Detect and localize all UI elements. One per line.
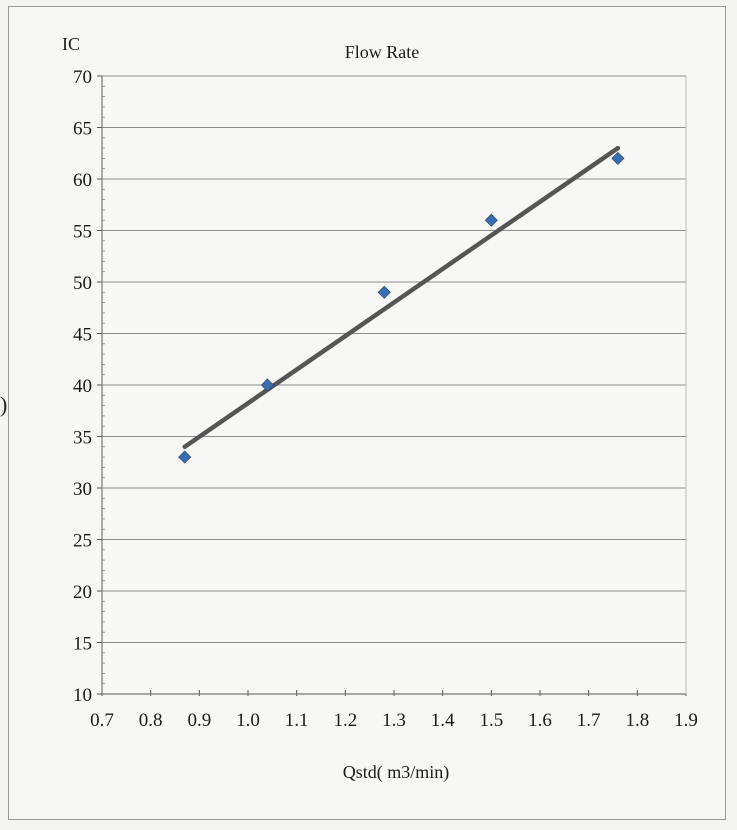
data-point <box>377 285 391 299</box>
y-tick-label: 60 <box>73 170 92 191</box>
y-tick-label: 15 <box>73 634 92 655</box>
trendline <box>182 145 621 450</box>
x-tick-label: 0.9 <box>187 710 211 731</box>
y-tick-label: 45 <box>73 325 92 346</box>
trendline-layer <box>182 145 621 450</box>
edge-bracket-mark: ) <box>0 392 8 417</box>
data-point <box>260 378 275 392</box>
x-tick-label: 1.4 <box>431 710 455 731</box>
y-tick-label: 65 <box>73 119 92 140</box>
y-axis-title: IC <box>62 34 80 54</box>
data-point <box>178 450 192 464</box>
x-tick-label: 1.9 <box>674 710 698 731</box>
x-axis-title: Qstd( m3/min) <box>343 762 450 783</box>
x-tick-label: 1.7 <box>577 710 601 731</box>
y-tick-label: 55 <box>73 222 92 243</box>
y-tick-label: 50 <box>73 273 92 294</box>
data-points <box>178 151 625 464</box>
y-tick-label: 30 <box>73 479 92 500</box>
y-tick-label: 35 <box>73 428 92 449</box>
gridlines <box>102 75 686 643</box>
y-tick-label: 10 <box>73 685 92 706</box>
data-point <box>484 213 498 227</box>
y-tick-label: 25 <box>73 531 92 552</box>
y-tick-label: 40 <box>73 376 92 397</box>
chart-title: Flow Rate <box>345 42 420 62</box>
tick-labels: 10 15 20 25 30 35 40 45 50 55 60 65 70 0.7 0.8 0.9 1.0 1.… <box>73 67 698 731</box>
x-tick-label: 1.6 <box>528 710 552 731</box>
chart-frame <box>8 6 726 820</box>
y-tick-label: 20 <box>73 582 92 603</box>
x-tick-label: 1.2 <box>333 710 357 731</box>
y-tick-label: 70 <box>73 67 92 88</box>
x-tick-label: 1.5 <box>479 710 503 731</box>
x-tick-label: 0.7 <box>90 710 114 731</box>
data-point <box>611 151 625 165</box>
axes <box>97 75 687 696</box>
x-tick-label: 1.0 <box>236 710 260 731</box>
x-tick-label: 1.8 <box>625 710 649 731</box>
x-tick-label: 1.1 <box>285 710 309 731</box>
x-tick-label: 1.3 <box>382 710 406 731</box>
x-tick-label: 0.8 <box>139 710 163 731</box>
